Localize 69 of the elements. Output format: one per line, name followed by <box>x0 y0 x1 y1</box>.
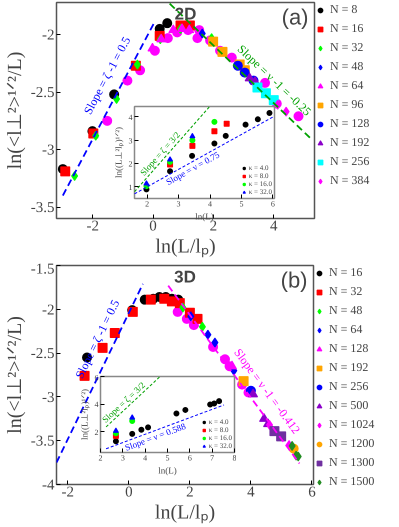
y-tick-label: 2 <box>128 160 132 169</box>
x-tick-label: 4 <box>270 218 278 234</box>
legend-label: N = 48 <box>330 59 364 74</box>
y-axis-title: ln((L⊥²lₚ)¹ᐟ²) <box>114 126 124 178</box>
x-tick-label: 2 <box>186 484 194 500</box>
x-axis-title: ln(L/lₚ) <box>154 502 216 524</box>
chart-title: 3D <box>174 268 196 286</box>
y-tick-label: -1.5 <box>30 262 55 278</box>
y-tick-label: 1 <box>128 182 132 192</box>
x-axis-title: ln(L) <box>158 466 177 476</box>
y-tick-label: -3.5 <box>30 434 55 450</box>
x-axis-title: ln(L/lₚ) <box>155 236 216 258</box>
y-tick-label: -2.5 <box>30 85 55 102</box>
legend-label: N = 128 <box>329 341 368 356</box>
legend-label: N = 1300 <box>329 455 374 470</box>
legend-label: N = 384 <box>330 173 370 188</box>
x-tick-label: 0 <box>125 484 133 500</box>
x-tick-label: 4 <box>208 200 212 208</box>
legend-label: N = 64 <box>330 78 364 93</box>
x-tick-label: 5 <box>166 454 170 462</box>
y-tick-label: -2 <box>42 28 55 44</box>
x-tick-label: 2 <box>145 200 150 208</box>
x-tick-label: 6 <box>270 200 275 208</box>
legend-label: N = 48 <box>329 303 362 318</box>
x-tick-label: 0 <box>149 218 157 234</box>
y-axis-title: ln(<l⊥²>¹ᐟ²/L) <box>4 316 26 434</box>
legend-label: N = 256 <box>329 379 368 394</box>
legend-label: N = 8 <box>330 2 358 17</box>
x-tick-label: 8 <box>232 454 236 462</box>
text: Slope = ν = 0.588 <box>124 420 188 453</box>
chart-title: 2D <box>174 4 196 24</box>
y-axis-title: ln(<l⊥²>¹ᐟ²/L) <box>4 52 26 170</box>
legend-label: N = 500 <box>329 398 368 413</box>
legend-label: N = 128 <box>330 116 370 131</box>
legend-label: N = 1200 <box>329 436 374 451</box>
y-axis-title: ln((L⊥²lₚ)¹ᐟ²) <box>80 388 90 440</box>
y-tick-label: -3 <box>42 390 55 406</box>
legend-label: N = 1024 <box>329 417 374 432</box>
y-tick-label: -4 <box>42 478 55 494</box>
y-tick-label: -3.5 <box>30 200 55 216</box>
legend-label: N = 256 <box>330 154 370 169</box>
y-tick-label: 4 <box>94 400 98 410</box>
y-tick-label: 2 <box>94 428 98 437</box>
legend-label: N = 96 <box>330 97 364 112</box>
legend-label: N = 16 <box>329 265 362 280</box>
y-tick-label: 3 <box>128 136 132 146</box>
legend-label: N = 16 <box>330 21 364 36</box>
y-tick-label: 4 <box>128 112 132 122</box>
legend-label: N = 1500 <box>329 474 374 489</box>
annotation: (a) <box>282 4 309 30</box>
x-tick-label: 2 <box>210 218 218 234</box>
x-tick-label: 3 <box>176 200 181 208</box>
legend-label: N = 64 <box>329 322 362 337</box>
y-tick-label: -2.5 <box>30 346 55 362</box>
x-tick-label: 4 <box>143 454 148 462</box>
x-tick-label: 6 <box>188 454 192 462</box>
x-tick-label: 3 <box>120 454 125 462</box>
legend-label: N = 32 <box>329 284 362 299</box>
x-tick-label: 6 <box>308 484 316 500</box>
x-tick-label: -2 <box>62 484 74 500</box>
y-tick-label: -3 <box>42 142 55 159</box>
legend-label: N = 192 <box>329 360 368 375</box>
x-tick-label: 4 <box>247 484 256 500</box>
legend-label: N = 192 <box>330 135 370 150</box>
y-tick-label: -2 <box>42 302 55 318</box>
legend-label: N = 32 <box>330 40 364 55</box>
x-tick-label: 7 <box>210 454 214 462</box>
x-tick-label: 5 <box>239 200 244 208</box>
annotation: (b) <box>280 268 308 292</box>
